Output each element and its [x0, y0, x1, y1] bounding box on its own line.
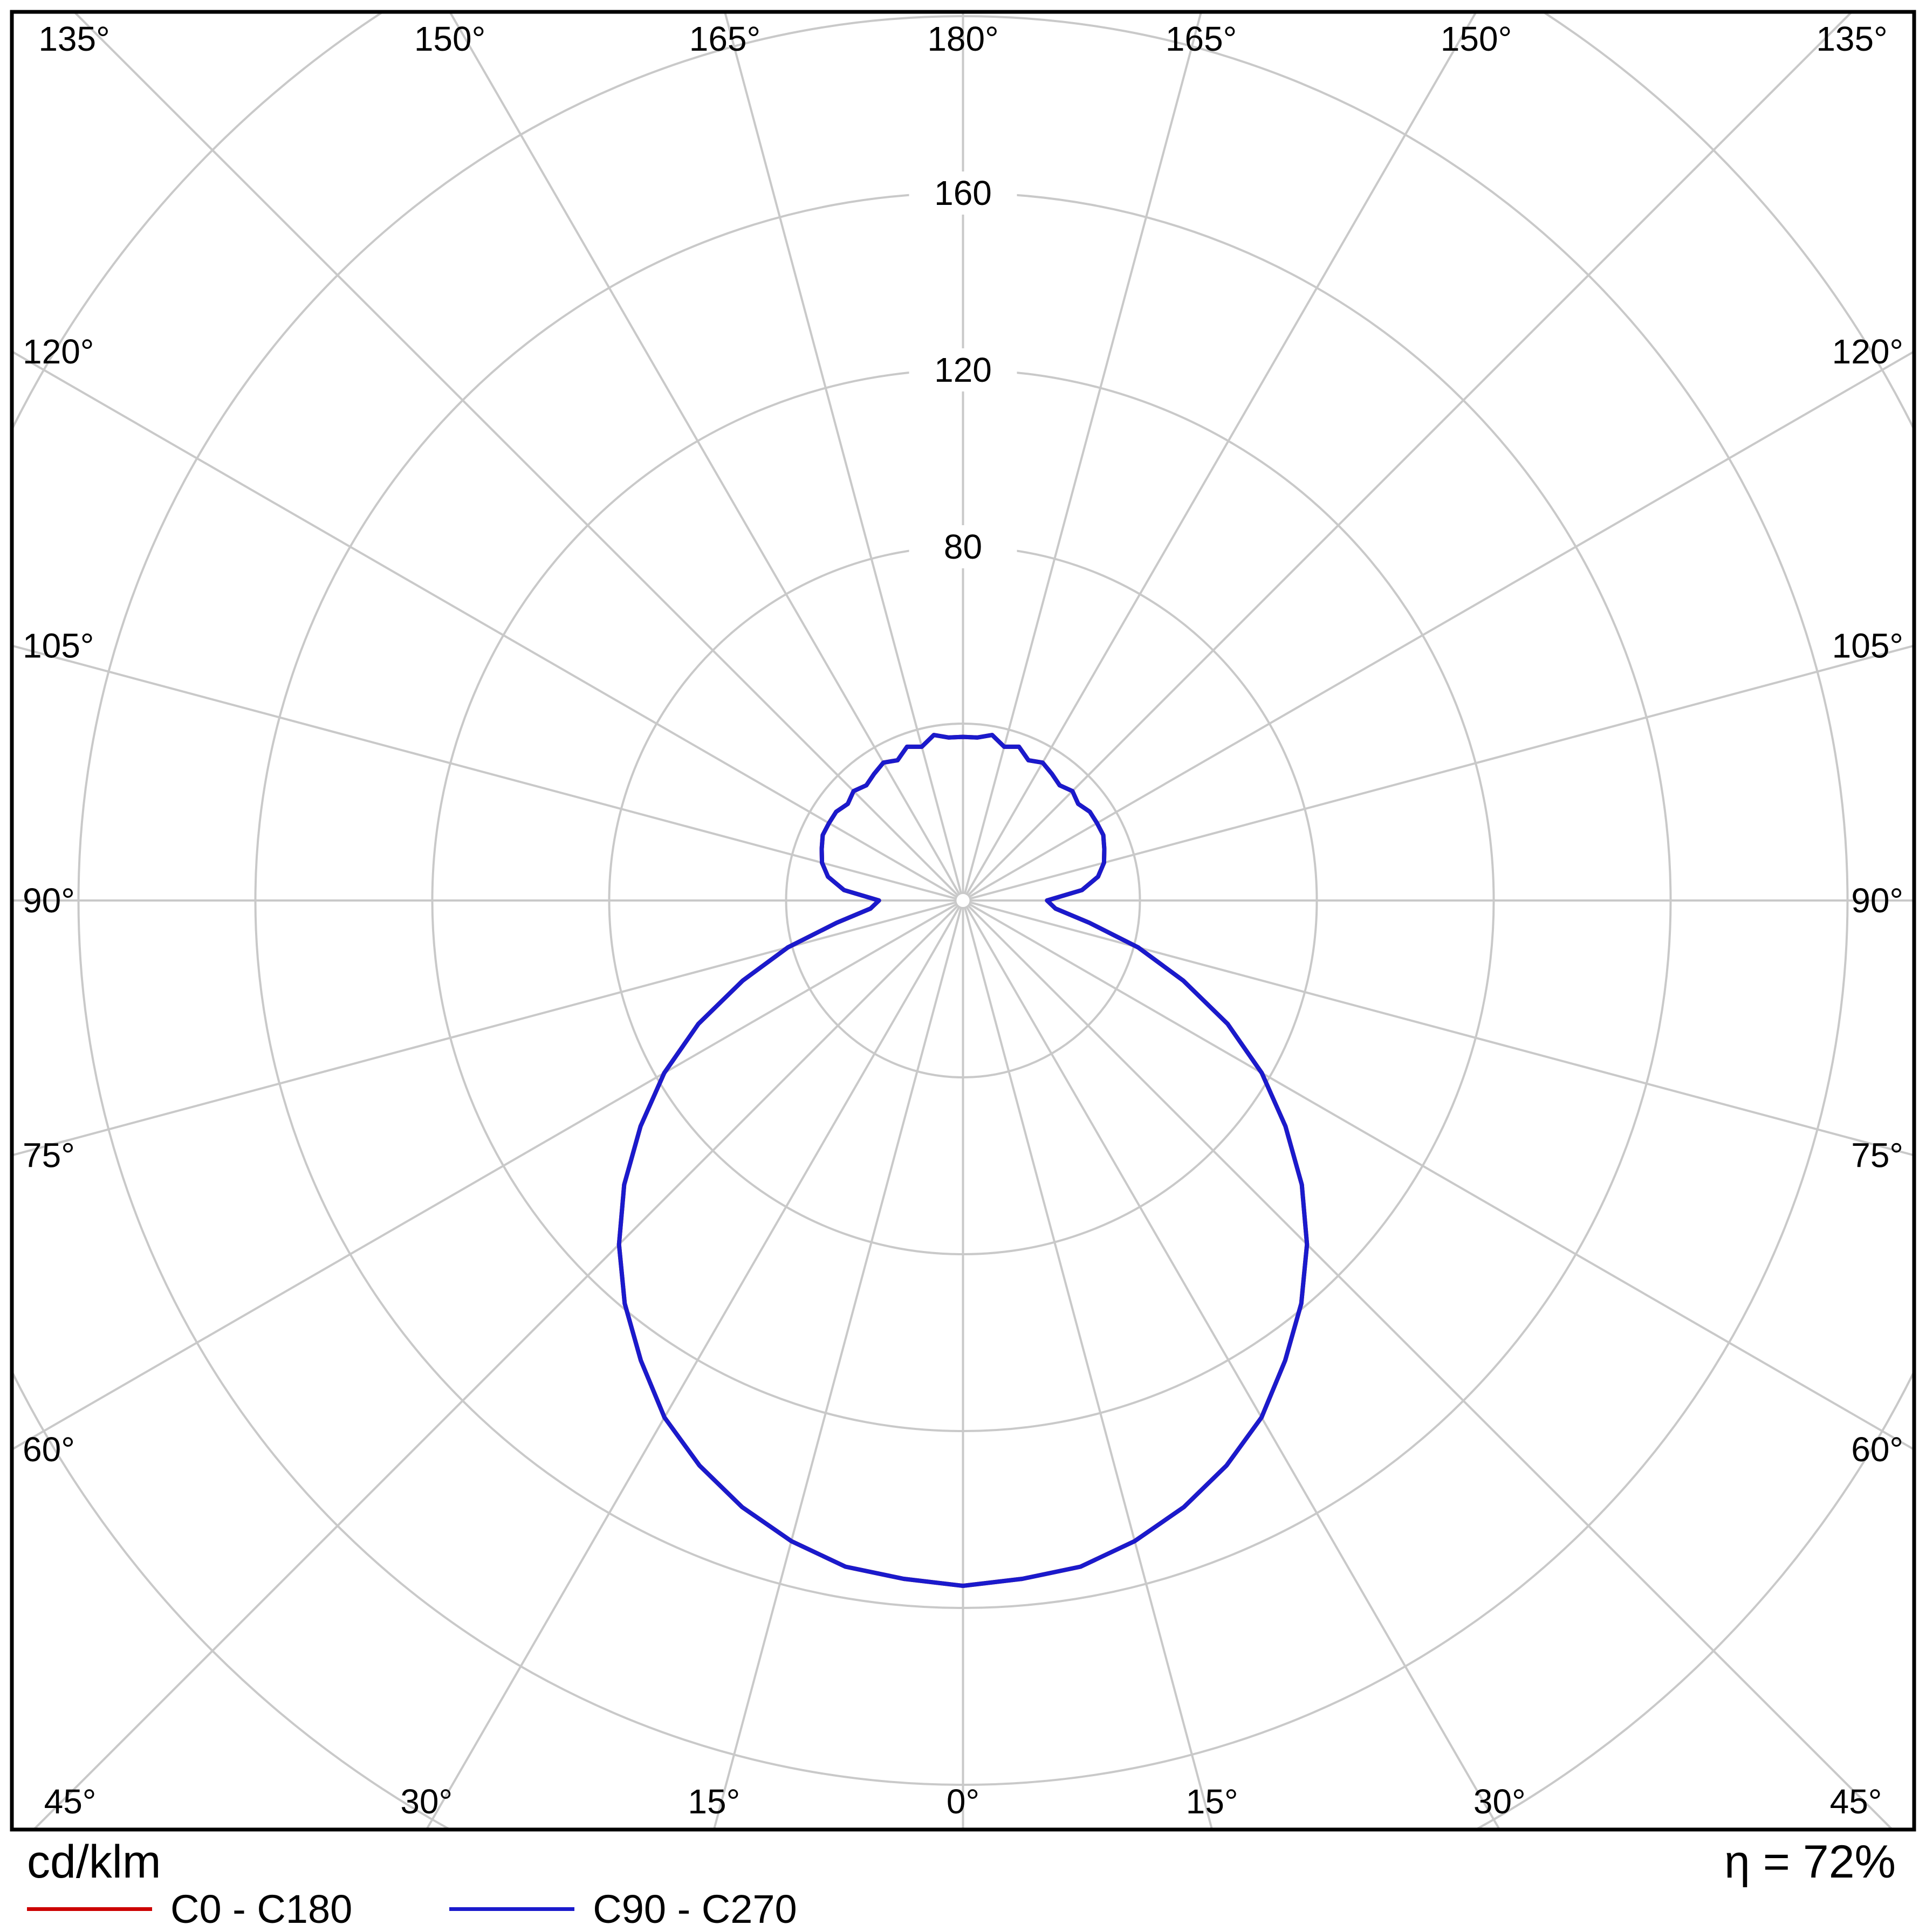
grid-spoke — [967, 904, 1894, 1830]
angle-label: 120° — [1832, 332, 1903, 371]
legend-label-c90-c270: C90 - C270 — [593, 1887, 797, 1931]
radial-tick-backing — [909, 348, 1017, 391]
angle-label: 165° — [689, 19, 760, 58]
angle-label: 15° — [1186, 1782, 1238, 1821]
radial-tick-backing — [909, 171, 1017, 215]
legend-line-c0-c180 — [27, 1907, 152, 1911]
grid-spoke — [963, 12, 1203, 895]
grid-spoke — [12, 903, 958, 1451]
grid-spoke — [968, 350, 1914, 898]
legend: C0 - C180 C90 - C270 — [27, 1886, 797, 1932]
angle-label: 135° — [1816, 19, 1887, 58]
grid-spoke — [425, 905, 961, 1830]
grid-spoke — [965, 905, 1501, 1830]
angle-label: 150° — [1441, 19, 1512, 58]
grid-spoke — [12, 901, 957, 1157]
angle-label: 45° — [1830, 1782, 1882, 1821]
radial-units-label: cd/klm — [27, 1836, 161, 1888]
legend-item-c90-c270: C90 - C270 — [449, 1886, 797, 1932]
angle-label: 90° — [1851, 881, 1903, 920]
angle-label: 60° — [23, 1430, 75, 1469]
angle-label: 75° — [23, 1136, 75, 1175]
angle-label: 105° — [23, 626, 94, 665]
grid-spoke — [12, 644, 957, 900]
grid-spoke — [32, 904, 959, 1830]
efficiency-label: η = 72% — [1724, 1836, 1896, 1888]
legend-item-c0-c180: C0 - C180 — [27, 1886, 352, 1932]
angle-label: 90° — [23, 881, 75, 920]
grid-spoke — [712, 906, 963, 1830]
angle-label: 30° — [1473, 1782, 1526, 1821]
angle-label: 45° — [44, 1782, 97, 1821]
angle-label: 120° — [23, 332, 94, 371]
grid-spoke — [72, 12, 959, 897]
legend-label-c0-c180: C0 - C180 — [170, 1887, 353, 1931]
angle-label: 180° — [927, 19, 998, 58]
grid-spoke — [965, 12, 1478, 896]
angle-label: 15° — [688, 1782, 740, 1821]
angle-label: 150° — [414, 19, 485, 58]
radial-tick-label: 120 — [934, 350, 992, 389]
grid-spoke — [12, 350, 958, 898]
angle-label: 75° — [1851, 1136, 1903, 1175]
radial-tick-label: 160 — [934, 174, 992, 212]
grid-spoke — [448, 12, 961, 896]
legend-line-c90-c270 — [449, 1907, 575, 1911]
grid-spoke — [969, 901, 1914, 1157]
grid-spoke — [968, 903, 1914, 1451]
grid-spoke — [963, 906, 1214, 1830]
grid-spoke — [723, 12, 963, 895]
angle-label: 60° — [1851, 1430, 1903, 1469]
angle-label: 30° — [400, 1782, 453, 1821]
grid-spoke — [967, 12, 1854, 897]
angle-label: 165° — [1166, 19, 1237, 58]
plot-border — [10, 10, 1916, 1832]
radial-tick-label: 80 — [944, 527, 982, 566]
grid-spoke — [969, 644, 1914, 900]
angle-label: 105° — [1832, 626, 1903, 665]
curve-C90-C270 — [616, 733, 1310, 1588]
angle-label: 135° — [38, 19, 109, 58]
angle-label: 0° — [947, 1782, 979, 1821]
radial-tick-backing — [909, 525, 1017, 568]
